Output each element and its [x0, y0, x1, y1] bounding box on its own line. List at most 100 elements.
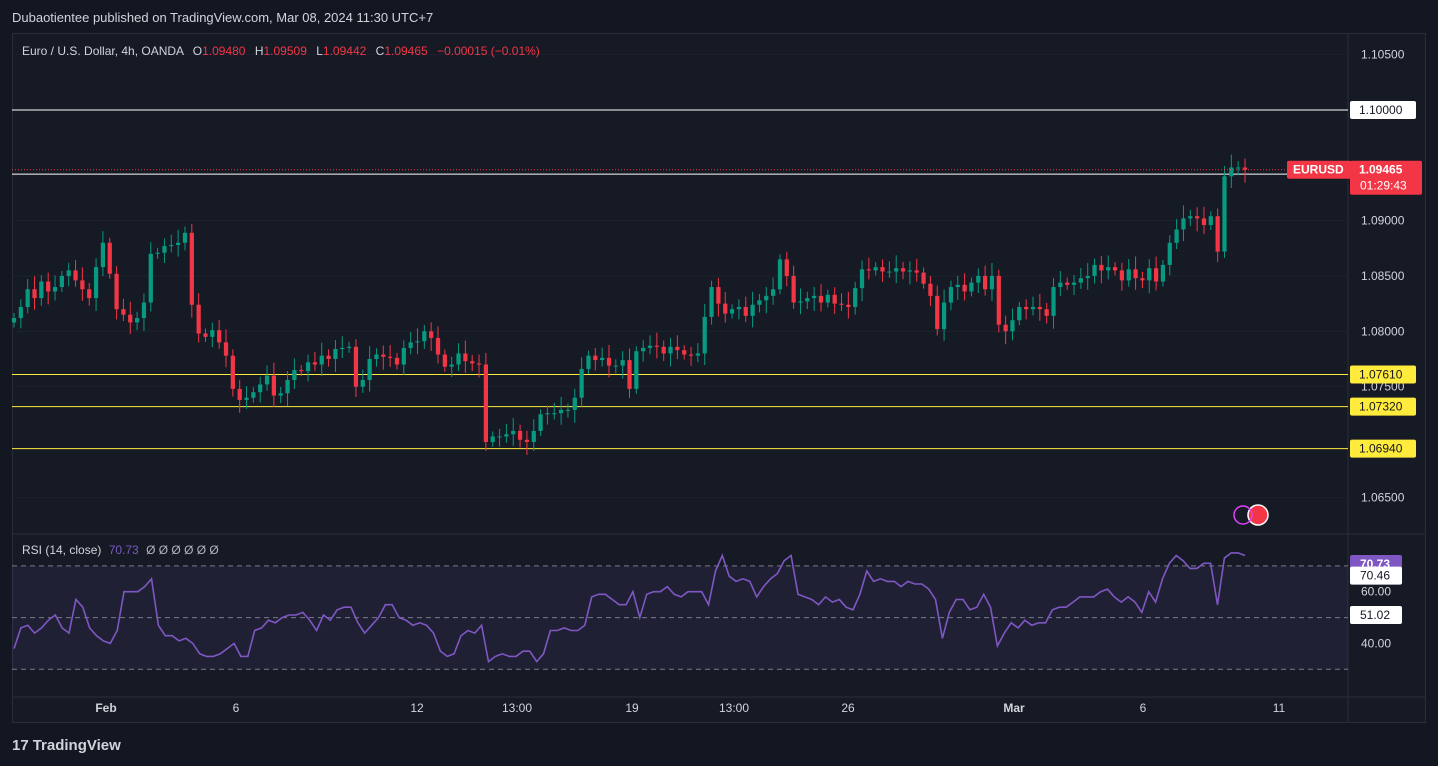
candle-body — [1195, 216, 1200, 219]
symbol-legend[interactable]: Euro / U.S. Dollar, 4h, OANDA O1.09480 H… — [22, 44, 540, 58]
rsi-tick-label: 60.00 — [1361, 585, 1391, 599]
candle-body — [93, 267, 99, 299]
tradingview-logo[interactable]: 17 TradingView — [12, 737, 121, 754]
candle-body — [983, 275, 988, 290]
candle-body — [976, 275, 981, 283]
candle-body — [873, 267, 878, 271]
candle-body — [394, 357, 400, 365]
symbol-tag-label: EURUSD — [1293, 163, 1344, 177]
candle-body — [470, 361, 475, 364]
time-axis-label: 12 — [410, 701, 424, 715]
candle-body — [1071, 282, 1077, 285]
candle-body — [504, 434, 509, 437]
candle-body — [538, 414, 543, 431]
candle-body — [32, 289, 37, 299]
candle-body — [688, 354, 694, 356]
price-tick-label: 1.08000 — [1361, 324, 1405, 338]
price-tick-label: 1.08500 — [1361, 269, 1405, 283]
candle-body — [1188, 216, 1193, 219]
candle-body — [935, 295, 940, 330]
candle-body — [1229, 167, 1234, 177]
rsi-mid-label: 51.02 — [1360, 608, 1390, 622]
candle-body — [217, 330, 222, 343]
candle-body — [1174, 229, 1179, 243]
symbol-description[interactable]: Euro / U.S. Dollar, 4h, OANDA — [22, 44, 184, 58]
economic-event-icon[interactable] — [1233, 505, 1253, 525]
candle-body — [1236, 167, 1241, 169]
candle-body — [1106, 267, 1111, 271]
candle-body — [1099, 264, 1104, 271]
candle-body — [613, 365, 618, 367]
candle-body — [326, 355, 331, 359]
level-price-tag — [1350, 100, 1416, 119]
candle-body — [1051, 287, 1056, 316]
candle-body — [128, 314, 133, 323]
candle-body — [846, 304, 851, 307]
publisher-text: Dubaotientee published on TradingView.co… — [12, 10, 434, 25]
candle-body — [921, 272, 926, 284]
candle-body — [66, 270, 71, 276]
last-price-label: 1.09465 — [1359, 163, 1403, 177]
candle-body — [524, 439, 530, 442]
candle-body — [251, 392, 256, 398]
candle-body — [634, 351, 639, 389]
level-price-tag — [1350, 365, 1416, 384]
candle-body — [627, 360, 632, 389]
candle-body — [702, 316, 707, 354]
time-axis-label: 19 — [625, 701, 639, 715]
candle-body — [442, 354, 447, 367]
chart-frame[interactable] — [12, 33, 1426, 723]
candle-body — [162, 246, 167, 253]
high-label: H — [254, 44, 264, 58]
candle-body — [996, 275, 1001, 325]
candle-body — [647, 345, 653, 348]
us-flag-event-icon[interactable] — [1247, 504, 1269, 526]
candle-body — [805, 298, 810, 302]
open-value: 1.09480 — [202, 44, 246, 58]
candle-body — [476, 363, 482, 365]
candle-body — [558, 409, 564, 414]
rsi-ma-tag — [1350, 566, 1402, 585]
candle-body — [620, 360, 625, 366]
candle-body — [736, 306, 742, 310]
candle-body — [388, 356, 393, 358]
candle-body — [80, 280, 85, 290]
rsi-ma-label: 70.46 — [1360, 569, 1390, 583]
symbol-tag — [1287, 160, 1351, 179]
candle-body — [1092, 264, 1097, 276]
candle-body — [545, 413, 550, 415]
candle-body — [572, 397, 577, 410]
candle-body — [1119, 270, 1125, 281]
candle-body — [606, 357, 612, 366]
level-price-label: 1.10000 — [1359, 103, 1403, 117]
candle-body — [866, 269, 871, 271]
rsi-line — [13, 552, 1246, 664]
candle-body — [914, 270, 919, 273]
rsi-legend[interactable]: RSI (14, close) 70.73 Ø Ø Ø Ø Ø Ø — [22, 543, 219, 557]
tv-logo-icon: 17 — [12, 737, 29, 754]
candle-body — [859, 269, 865, 289]
candle-body — [463, 353, 468, 362]
candle-body — [210, 330, 215, 337]
candle-body — [39, 281, 44, 299]
candle-body — [729, 309, 735, 314]
open-label: O — [192, 44, 203, 58]
candle-body — [955, 284, 960, 288]
candle-body — [456, 353, 461, 365]
candle-body — [278, 393, 283, 396]
candle-body — [1242, 167, 1248, 170]
candle-body — [230, 355, 235, 389]
candle-body — [258, 384, 263, 393]
candle-body — [497, 436, 502, 438]
candle-body — [319, 355, 324, 365]
candle-body — [1126, 269, 1131, 281]
candle-body — [203, 333, 208, 337]
candle-body — [682, 350, 687, 355]
candle-body — [285, 380, 290, 394]
rsi-label[interactable]: RSI (14, close) — [22, 543, 102, 557]
candle-body — [941, 302, 947, 330]
price-tick-label: 1.09000 — [1361, 214, 1405, 228]
candle-body — [1181, 218, 1186, 230]
candle-body — [517, 430, 523, 440]
